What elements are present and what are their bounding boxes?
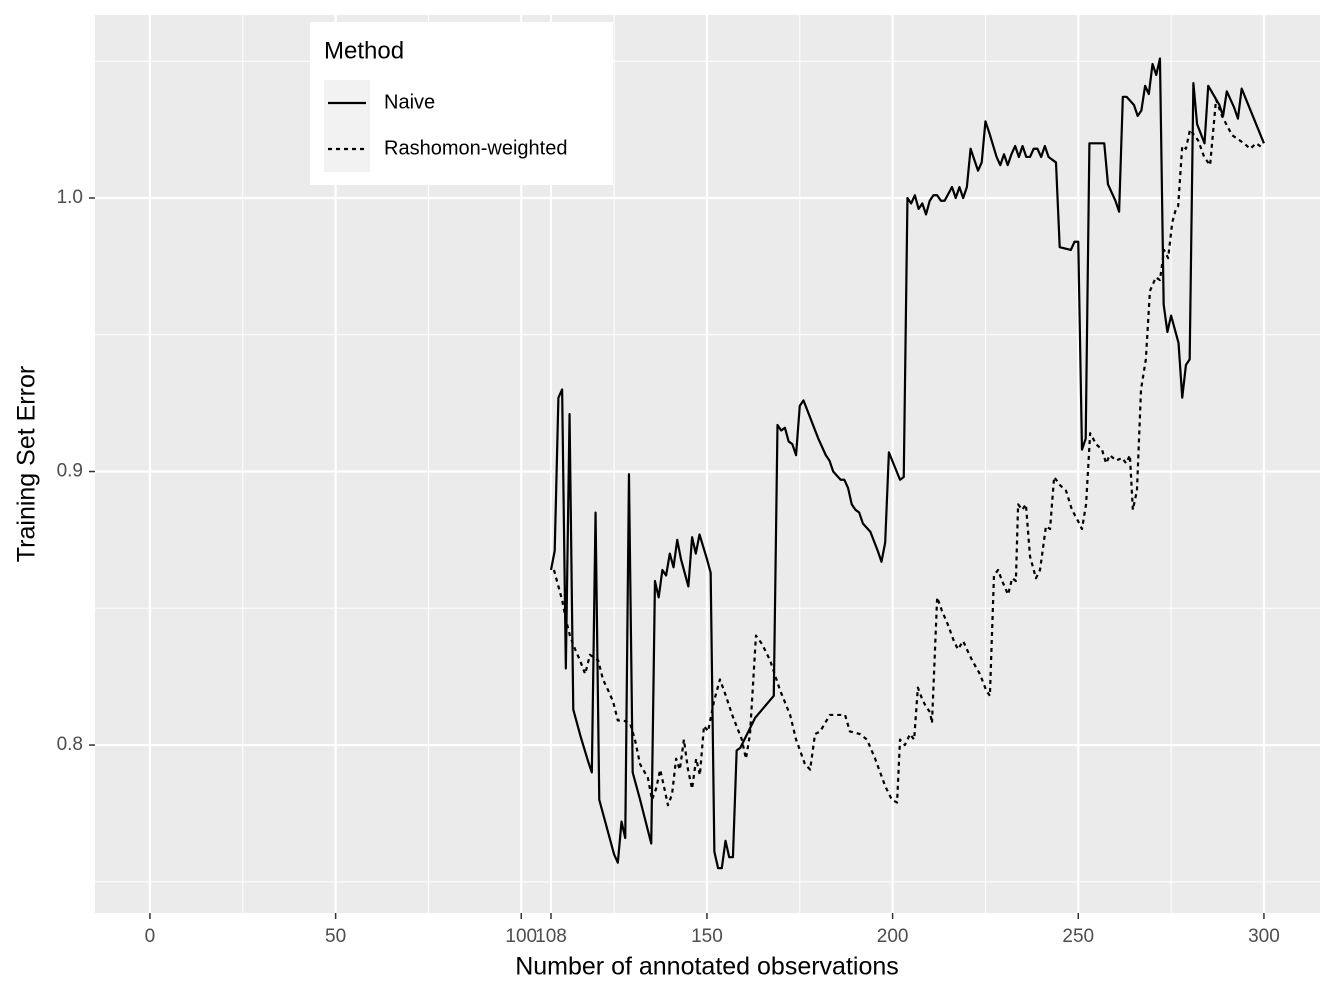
- legend-label: Naive: [384, 91, 435, 113]
- y-tick-label: 0.9: [57, 461, 83, 482]
- x-axis-title: Number of annotated observations: [515, 953, 899, 981]
- x-tick-label: 100: [505, 926, 537, 947]
- grid: [95, 15, 1320, 913]
- x-tick-label: 108: [535, 926, 567, 947]
- y-axis-title: Training Set Error: [13, 366, 41, 562]
- y-tick-label: 1.0: [57, 187, 83, 208]
- x-tick-label: 50: [325, 926, 346, 947]
- series-lines: [549, 57, 1265, 870]
- x-tick-label: 300: [1248, 926, 1280, 947]
- y-tick-label: 0.8: [57, 734, 83, 755]
- legend-title: Method: [324, 37, 404, 64]
- series-line: [549, 57, 1265, 870]
- x-tick-label: 250: [1062, 926, 1094, 947]
- x-tick-label: 0: [145, 926, 156, 947]
- x-tick-label: 150: [691, 926, 723, 947]
- x-tick-label: 200: [877, 926, 909, 947]
- legend: Method Naive Rashomon-weighted: [310, 22, 613, 185]
- legend-label: Rashomon-weighted: [384, 137, 567, 159]
- series-line: [552, 98, 1265, 807]
